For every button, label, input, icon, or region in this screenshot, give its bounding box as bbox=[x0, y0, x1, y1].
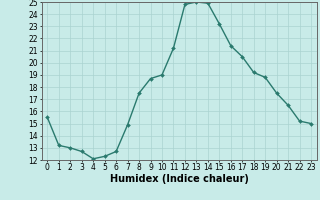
X-axis label: Humidex (Indice chaleur): Humidex (Indice chaleur) bbox=[110, 174, 249, 184]
